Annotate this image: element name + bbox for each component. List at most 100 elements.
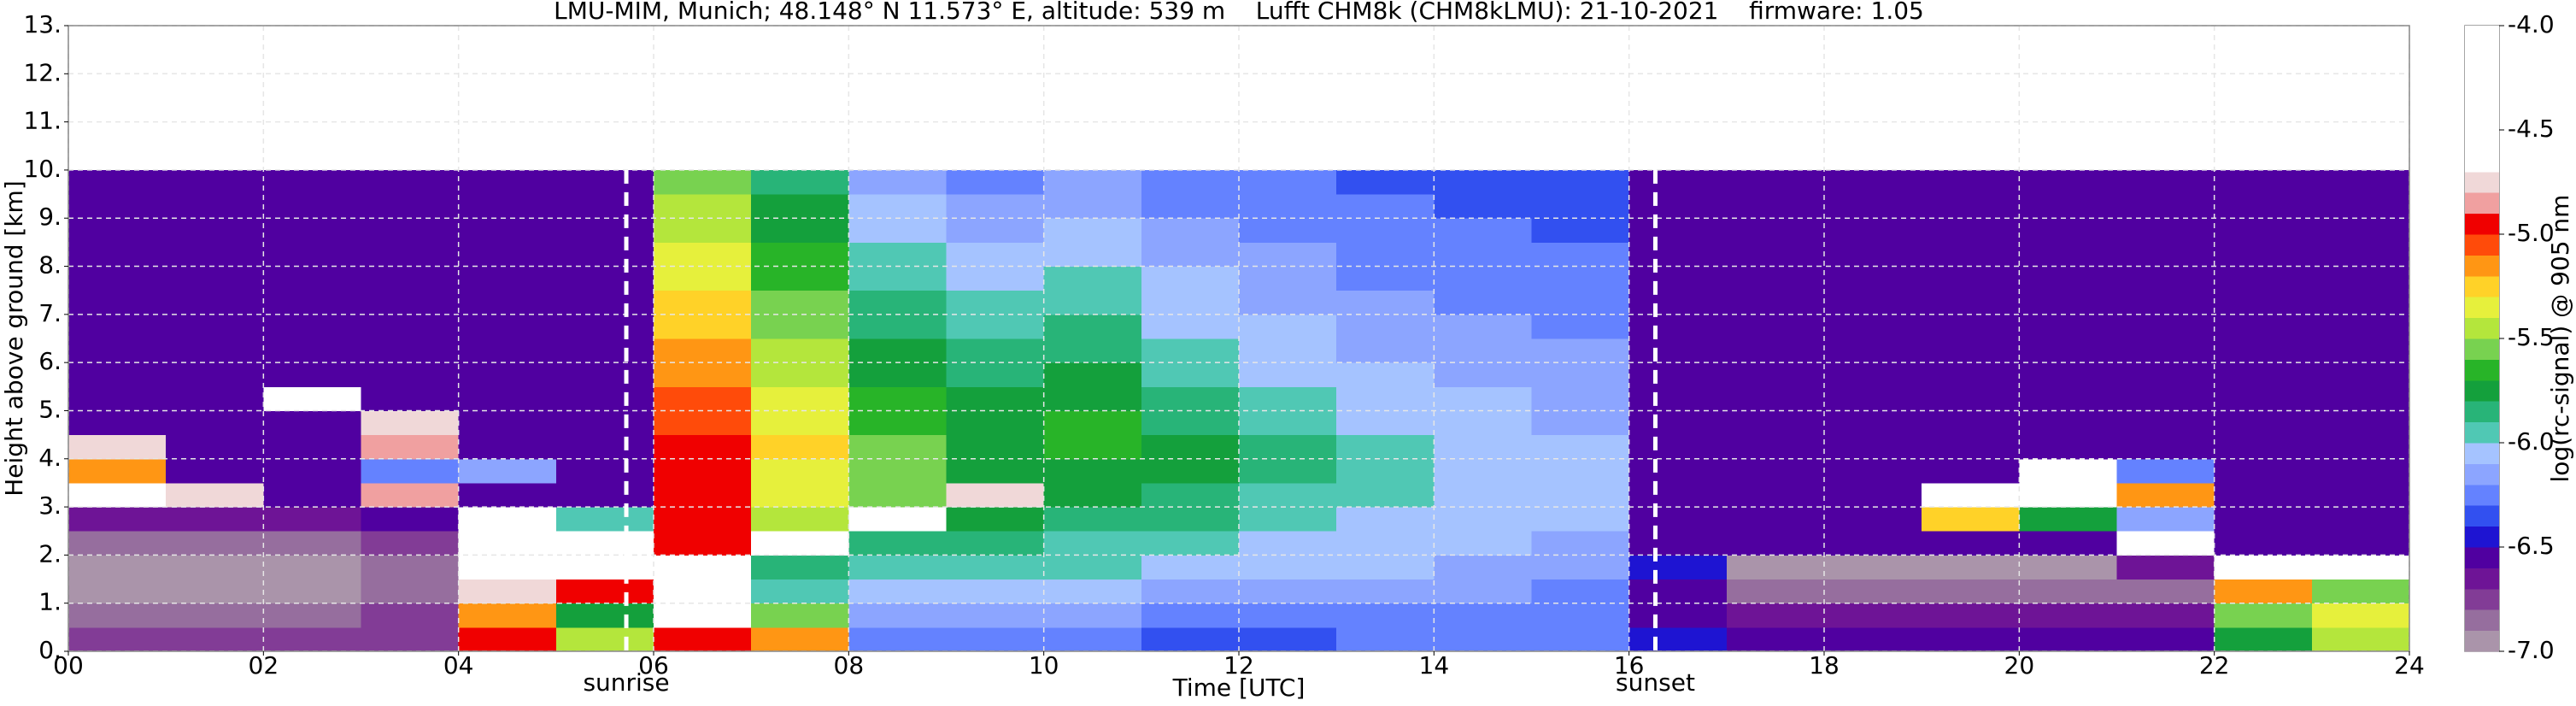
cell	[654, 482, 752, 508]
cell	[1336, 242, 1435, 268]
cell	[2311, 314, 2410, 339]
colorbar-segment	[2465, 67, 2499, 89]
cell	[1043, 434, 1142, 460]
cell	[1531, 386, 1630, 411]
cell	[1628, 410, 1728, 436]
cell	[1726, 482, 1825, 508]
cell	[555, 434, 654, 460]
cell	[1239, 458, 1337, 484]
colorbar-segment	[2465, 609, 2499, 632]
cell	[1336, 266, 1435, 291]
cell	[1239, 266, 1337, 291]
cell	[2214, 434, 2313, 460]
cell	[1531, 338, 1630, 363]
cell	[1141, 627, 1240, 652]
cell	[166, 242, 264, 268]
cell	[1043, 218, 1142, 243]
cell	[1239, 507, 1337, 532]
y-tick-label: 0.	[38, 636, 62, 664]
cell	[1922, 482, 2020, 508]
cell	[2019, 266, 2117, 291]
cell	[848, 290, 947, 315]
cell	[361, 555, 460, 580]
x-tick-label: 24	[2394, 651, 2425, 680]
cell	[1336, 627, 1435, 652]
cell	[263, 507, 361, 532]
cell	[654, 603, 752, 628]
cell	[946, 194, 1045, 219]
cell	[263, 434, 361, 460]
cell	[1726, 507, 1825, 532]
cell	[946, 218, 1045, 243]
cell	[2214, 242, 2313, 268]
cell	[458, 169, 557, 195]
cell	[166, 507, 264, 532]
cell	[2116, 386, 2215, 411]
cell	[1824, 338, 1922, 363]
cell	[555, 458, 654, 484]
cell	[1336, 458, 1435, 484]
cell	[1531, 482, 1630, 508]
cell	[848, 266, 947, 291]
colorbar-segment	[2465, 443, 2499, 464]
cell	[848, 482, 947, 508]
cell	[68, 386, 167, 411]
cell	[1922, 627, 2020, 652]
cell	[2311, 362, 2410, 387]
cell	[1824, 603, 1922, 628]
cell	[1141, 314, 1240, 339]
cell	[555, 314, 654, 339]
cell	[1726, 410, 1825, 436]
cell	[751, 386, 849, 411]
colorbar-segment	[2465, 421, 2499, 444]
cell	[1922, 458, 2020, 484]
cell	[1726, 386, 1825, 411]
cell	[263, 386, 361, 411]
cell	[1239, 579, 1337, 604]
cell	[555, 169, 654, 195]
x-tick-label: 22	[2199, 651, 2230, 680]
cell	[2214, 627, 2313, 652]
chart-title: LMU-MIM, Munich; 48.148° N 11.573° E, al…	[554, 0, 1924, 25]
cell	[2214, 507, 2313, 532]
cell	[555, 242, 654, 268]
colorbar-tick-label: -7.0	[2508, 636, 2555, 664]
cell	[1336, 290, 1435, 315]
colorbar-segment	[2465, 171, 2499, 193]
cell	[68, 603, 167, 628]
cell	[458, 410, 557, 436]
cell	[1922, 194, 2020, 219]
cell	[2311, 555, 2410, 580]
cell	[1336, 169, 1435, 195]
cell	[1336, 555, 1435, 580]
cell	[68, 338, 167, 363]
cell	[2214, 482, 2313, 508]
cell	[848, 169, 947, 195]
cell	[2214, 458, 2313, 484]
colorbar-segment	[2465, 338, 2499, 360]
cell	[1824, 531, 1922, 556]
cell	[361, 266, 460, 291]
cell	[2311, 627, 2410, 652]
cell	[361, 603, 460, 628]
cell	[1824, 434, 1922, 460]
cell	[263, 362, 361, 387]
cell	[458, 314, 557, 339]
cell	[458, 579, 557, 604]
cell	[2214, 169, 2313, 195]
cell	[2311, 266, 2410, 291]
x-tick-label: 12	[1223, 651, 1254, 680]
cell	[2019, 627, 2117, 652]
cell	[68, 434, 167, 460]
y-tick-label: 11.	[23, 107, 62, 135]
cell	[166, 386, 264, 411]
cell	[848, 579, 947, 604]
cell	[2214, 338, 2313, 363]
cell	[2116, 531, 2215, 556]
cell	[848, 242, 947, 268]
cell	[2116, 314, 2215, 339]
cell	[1336, 194, 1435, 219]
cell	[946, 386, 1045, 411]
cell	[2116, 579, 2215, 604]
cell	[2311, 458, 2410, 484]
